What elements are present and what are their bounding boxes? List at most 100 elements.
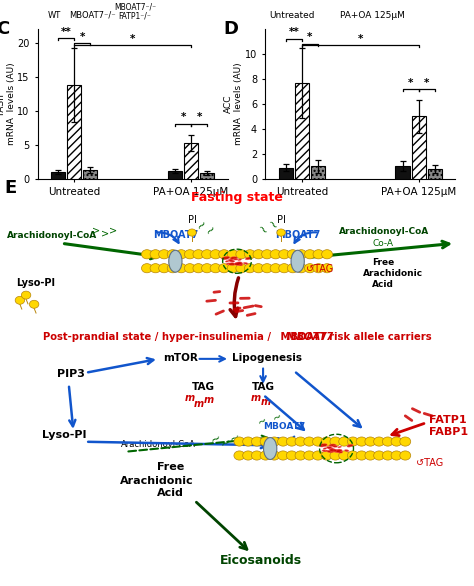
Bar xyxy=(311,166,325,179)
Ellipse shape xyxy=(291,250,304,272)
Text: Free: Free xyxy=(372,258,394,267)
Circle shape xyxy=(262,264,273,273)
Ellipse shape xyxy=(347,444,353,447)
Text: Co-A: Co-A xyxy=(372,239,393,248)
Circle shape xyxy=(321,264,333,273)
Text: *: * xyxy=(130,34,136,44)
Circle shape xyxy=(313,250,324,259)
Circle shape xyxy=(270,264,281,273)
Text: Arachidonoyl-CoA: Arachidonoyl-CoA xyxy=(121,440,196,448)
Circle shape xyxy=(278,451,289,460)
Circle shape xyxy=(253,250,264,259)
Ellipse shape xyxy=(345,449,349,452)
Circle shape xyxy=(279,264,290,273)
Circle shape xyxy=(356,451,367,460)
Text: E: E xyxy=(5,179,17,197)
Ellipse shape xyxy=(228,259,233,261)
Circle shape xyxy=(236,264,247,273)
Text: m: m xyxy=(251,393,261,403)
Circle shape xyxy=(330,451,341,460)
Text: ~: ~ xyxy=(193,217,210,233)
Text: PA+OA 125μM: PA+OA 125μM xyxy=(340,11,404,19)
Circle shape xyxy=(321,451,332,460)
Ellipse shape xyxy=(234,258,238,260)
Text: ↺TAG: ↺TAG xyxy=(306,264,333,274)
Circle shape xyxy=(176,264,187,273)
Circle shape xyxy=(15,297,25,304)
Text: mTOR: mTOR xyxy=(163,353,198,363)
Text: ~: ~ xyxy=(254,222,271,239)
Ellipse shape xyxy=(245,257,252,260)
Bar xyxy=(428,169,442,179)
Ellipse shape xyxy=(226,263,230,264)
Text: Post-prandial state / hyper-insulinemia /    MBOAT7 risk allele carriers: Post-prandial state / hyper-insulinemia … xyxy=(43,332,431,342)
Circle shape xyxy=(262,250,273,259)
Circle shape xyxy=(347,437,358,446)
Text: *: * xyxy=(307,32,313,42)
Circle shape xyxy=(313,264,324,273)
Text: m: m xyxy=(194,398,204,408)
Text: *: * xyxy=(196,112,202,122)
Bar xyxy=(83,170,98,179)
Text: ↺TAG: ↺TAG xyxy=(416,458,443,468)
Circle shape xyxy=(184,264,195,273)
Circle shape xyxy=(234,437,245,446)
Text: *: * xyxy=(424,78,429,88)
Circle shape xyxy=(295,437,306,446)
Bar xyxy=(395,166,410,179)
Circle shape xyxy=(365,437,376,446)
Text: MBOAT7⁻/⁻: MBOAT7⁻/⁻ xyxy=(69,11,116,19)
Circle shape xyxy=(356,437,367,446)
Text: MBOAT7: MBOAT7 xyxy=(263,423,306,431)
Text: >: > xyxy=(92,226,100,236)
Text: ~: ~ xyxy=(209,431,224,448)
Circle shape xyxy=(219,264,229,273)
Circle shape xyxy=(321,250,333,259)
Ellipse shape xyxy=(323,448,327,449)
Y-axis label: ACC
mRNA  levels (AU): ACC mRNA levels (AU) xyxy=(224,63,244,145)
Ellipse shape xyxy=(238,259,241,261)
Ellipse shape xyxy=(337,450,343,452)
Circle shape xyxy=(193,250,204,259)
Text: Free: Free xyxy=(157,462,184,472)
Ellipse shape xyxy=(329,449,337,452)
Text: ~: ~ xyxy=(271,411,284,425)
Circle shape xyxy=(391,437,402,446)
Text: Arachidonoyl-CoA: Arachidonoyl-CoA xyxy=(7,231,97,240)
Circle shape xyxy=(193,264,204,273)
Circle shape xyxy=(270,250,281,259)
Bar xyxy=(51,172,65,179)
Text: WT: WT xyxy=(48,11,61,19)
Text: Lyso-PI: Lyso-PI xyxy=(42,430,86,440)
Text: *: * xyxy=(180,112,186,122)
Circle shape xyxy=(243,451,254,460)
Text: MBOAT7: MBOAT7 xyxy=(129,332,333,342)
Circle shape xyxy=(339,437,350,446)
Text: *: * xyxy=(357,34,363,44)
Ellipse shape xyxy=(234,262,242,265)
Circle shape xyxy=(227,264,238,273)
Circle shape xyxy=(234,451,245,460)
Text: m: m xyxy=(260,397,271,407)
Circle shape xyxy=(150,264,161,273)
Text: TAG: TAG xyxy=(192,381,215,391)
Circle shape xyxy=(304,250,315,259)
Ellipse shape xyxy=(264,438,277,459)
Text: D: D xyxy=(224,21,239,38)
Text: ~: ~ xyxy=(263,217,280,233)
Text: >: > xyxy=(101,229,109,239)
Ellipse shape xyxy=(334,449,342,452)
Text: Arachidonic: Arachidonic xyxy=(363,270,423,278)
Circle shape xyxy=(295,451,306,460)
Circle shape xyxy=(383,437,393,446)
Text: Arachidonic: Arachidonic xyxy=(119,476,193,486)
Circle shape xyxy=(159,264,170,273)
Ellipse shape xyxy=(328,447,333,449)
Circle shape xyxy=(150,250,161,259)
Circle shape xyxy=(321,437,332,446)
Circle shape xyxy=(167,250,178,259)
Circle shape xyxy=(296,264,307,273)
Circle shape xyxy=(251,437,262,446)
Text: Eicosanoids: Eicosanoids xyxy=(219,554,302,567)
Circle shape xyxy=(260,451,271,460)
